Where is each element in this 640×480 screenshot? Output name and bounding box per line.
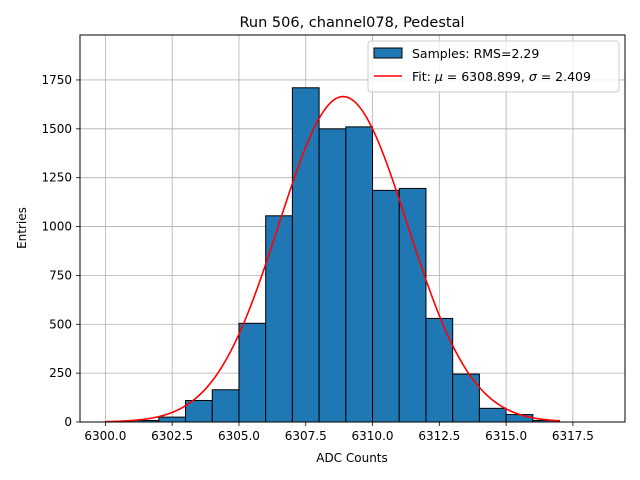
y-tick-label-1: 250 (49, 366, 72, 380)
y-tick-label-4: 1000 (41, 220, 72, 234)
legend-samples-swatch (373, 47, 403, 59)
x-tick-label-4: 6310.0 (352, 429, 394, 443)
legend-box (367, 40, 620, 93)
histogram-bar-2 (158, 416, 187, 423)
histogram-bar-10 (372, 189, 400, 423)
histogram-bar-4 (211, 389, 240, 423)
histogram-bar-7 (291, 87, 320, 423)
histogram-bar-5 (238, 322, 267, 423)
gaussian-fit-line (105, 95, 560, 423)
histogram-bar-9 (345, 126, 374, 423)
histogram-bar-15 (505, 414, 534, 423)
legend-sigma-value: = 2.409 (537, 69, 591, 84)
x-axis-ticks: 6300.0 6302.5 6305.0 6307.5 6310.0 6312.5 6315… (84, 422, 594, 443)
legend-mu-value: = 6308.899, (443, 69, 529, 84)
y-tick-label-3: 750 (49, 268, 72, 282)
x-tick-label-2: 6305.0 (218, 429, 260, 443)
x-tick-label-6: 6315.0 (485, 429, 527, 443)
y-tick-label-2: 500 (49, 317, 72, 331)
y-axis-label: Entries (15, 207, 29, 249)
legend-fit-label: Fit: μ = 6308.899, σ = 2.409 (412, 69, 591, 84)
histogram-bar-6 (265, 215, 293, 423)
histogram-bar-11 (398, 187, 427, 423)
x-tick-label-0: 6300.0 (84, 429, 126, 443)
y-tick-label-7: 1750 (41, 73, 72, 87)
y-tick-label-6: 1500 (41, 122, 72, 136)
histogram-bar-13 (452, 373, 480, 423)
legend-samples-label: Samples: RMS=2.29 (412, 46, 539, 61)
fit-curve (105, 95, 560, 423)
x-tick-label-7: 6317.5 (552, 429, 594, 443)
x-tick-label-1: 6302.5 (151, 429, 193, 443)
plot-frame (79, 34, 626, 423)
legend: Samples: RMS=2.29 Fit: μ = 6308.899, σ =… (367, 40, 620, 93)
histogram-bar-8 (318, 128, 347, 423)
chart-title: Run 506, channel078, Pedestal (239, 15, 464, 31)
x-tick-label-5: 6312.5 (418, 429, 460, 443)
legend-sigma-symbol: σ (529, 69, 538, 84)
legend-fit-prefix: Fit: (412, 69, 435, 84)
histogram-bar-14 (478, 407, 507, 423)
x-tick-label-3: 6307.5 (285, 429, 327, 443)
histogram-bar-12 (425, 317, 454, 423)
legend-mu-symbol: μ (434, 69, 443, 84)
histogram-bars (131, 87, 561, 423)
y-axis-ticks: 0 250 500 750 1000 1250 1500 1750 (41, 73, 80, 429)
y-tick-label-5: 1250 (41, 171, 72, 185)
y-tick-label-0: 0 (64, 415, 72, 429)
x-axis-label: ADC Counts (316, 451, 388, 465)
